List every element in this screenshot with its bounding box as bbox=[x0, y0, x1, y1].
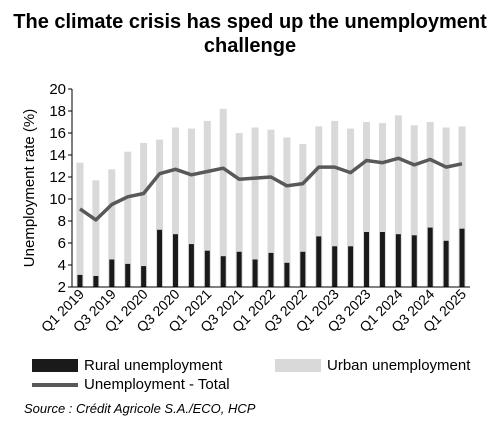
rural-bar bbox=[220, 256, 226, 287]
rural-bar bbox=[364, 232, 370, 287]
y-tick-label: 20 bbox=[49, 81, 66, 98]
urban-bar bbox=[363, 122, 371, 287]
rural-bar bbox=[157, 229, 163, 287]
urban-bar bbox=[442, 127, 450, 287]
total-line-layer bbox=[79, 156, 463, 222]
y-tick-label: 18 bbox=[49, 103, 66, 120]
rural-bar bbox=[459, 228, 465, 287]
rural-bar bbox=[284, 262, 290, 287]
rural-bar bbox=[204, 250, 210, 287]
urban-bar bbox=[187, 128, 195, 287]
rural-bar bbox=[236, 251, 242, 287]
urban-bar bbox=[140, 142, 148, 287]
rural-bar bbox=[300, 251, 306, 287]
urban-bar bbox=[219, 108, 227, 287]
rural-bar bbox=[348, 246, 354, 287]
rural-bar bbox=[125, 263, 131, 287]
legend-label-rural: Rural unemployment bbox=[84, 357, 223, 374]
rural-bar bbox=[316, 236, 322, 287]
legend-item-total: Unemployment - Total bbox=[32, 376, 230, 393]
rural-bar bbox=[188, 244, 194, 287]
legend-label-total: Unemployment - Total bbox=[84, 376, 230, 393]
legend-label-urban: Urban unemployment bbox=[327, 357, 471, 374]
rural-bar bbox=[141, 266, 147, 287]
urban-bar bbox=[203, 120, 211, 288]
rural-bar bbox=[93, 276, 99, 287]
urban-bar bbox=[235, 133, 243, 287]
urban-bar bbox=[299, 144, 307, 287]
rural-bar bbox=[77, 274, 83, 287]
urban-bar bbox=[92, 180, 100, 287]
y-tick-label: 8 bbox=[58, 213, 66, 230]
chart-title: The climate crisis has sped up the unemp… bbox=[13, 11, 487, 57]
urban-bar bbox=[378, 123, 386, 287]
rural-bar bbox=[427, 227, 433, 287]
total-unemployment-line bbox=[79, 156, 463, 222]
urban-bar bbox=[171, 127, 179, 287]
legend-swatch-rural bbox=[32, 359, 78, 372]
urban-bar bbox=[283, 137, 291, 287]
rural-bar bbox=[172, 234, 178, 287]
urban-bar bbox=[251, 127, 259, 287]
urban-bar bbox=[426, 122, 434, 287]
rural-bar bbox=[268, 252, 274, 287]
urban-bar bbox=[458, 126, 466, 288]
urban-bar bbox=[331, 120, 339, 288]
y-tick-label: 12 bbox=[49, 169, 66, 186]
urban-bar bbox=[108, 169, 116, 287]
urban-bar bbox=[76, 162, 84, 287]
urban-bar bbox=[267, 129, 275, 287]
y-tick-label: 10 bbox=[49, 191, 66, 208]
legend-item-urban: Urban unemployment bbox=[275, 357, 470, 374]
y-tick-label: 14 bbox=[49, 147, 66, 164]
legend-item-rural: Rural unemployment bbox=[32, 357, 222, 374]
rural-bar bbox=[252, 259, 258, 287]
rural-bar bbox=[109, 259, 115, 287]
urban-bars bbox=[76, 108, 466, 288]
urban-bar bbox=[410, 125, 418, 287]
rural-bar bbox=[395, 234, 401, 287]
rural-bar bbox=[379, 232, 385, 287]
rural-bar bbox=[443, 240, 449, 287]
y-tick-label: 16 bbox=[49, 125, 66, 142]
urban-bar bbox=[394, 115, 402, 288]
rural-bar bbox=[411, 235, 417, 287]
y-tick-label: 6 bbox=[58, 235, 66, 252]
source-note: Source : Crédit Agricole S.A./ECO, HCP bbox=[24, 401, 256, 416]
y-tick-label: 2 bbox=[58, 279, 66, 296]
y-tick-label: 4 bbox=[58, 257, 66, 274]
urban-bar bbox=[156, 139, 164, 287]
urban-bar bbox=[347, 128, 355, 287]
y-axis-label: Unemployment rate (%) bbox=[21, 109, 38, 267]
rural-bars bbox=[77, 227, 465, 287]
urban-bar bbox=[124, 151, 132, 287]
legend-swatch-total bbox=[32, 382, 78, 387]
urban-bar bbox=[315, 126, 323, 288]
rural-bar bbox=[332, 246, 338, 287]
legend-swatch-urban bbox=[275, 359, 321, 372]
